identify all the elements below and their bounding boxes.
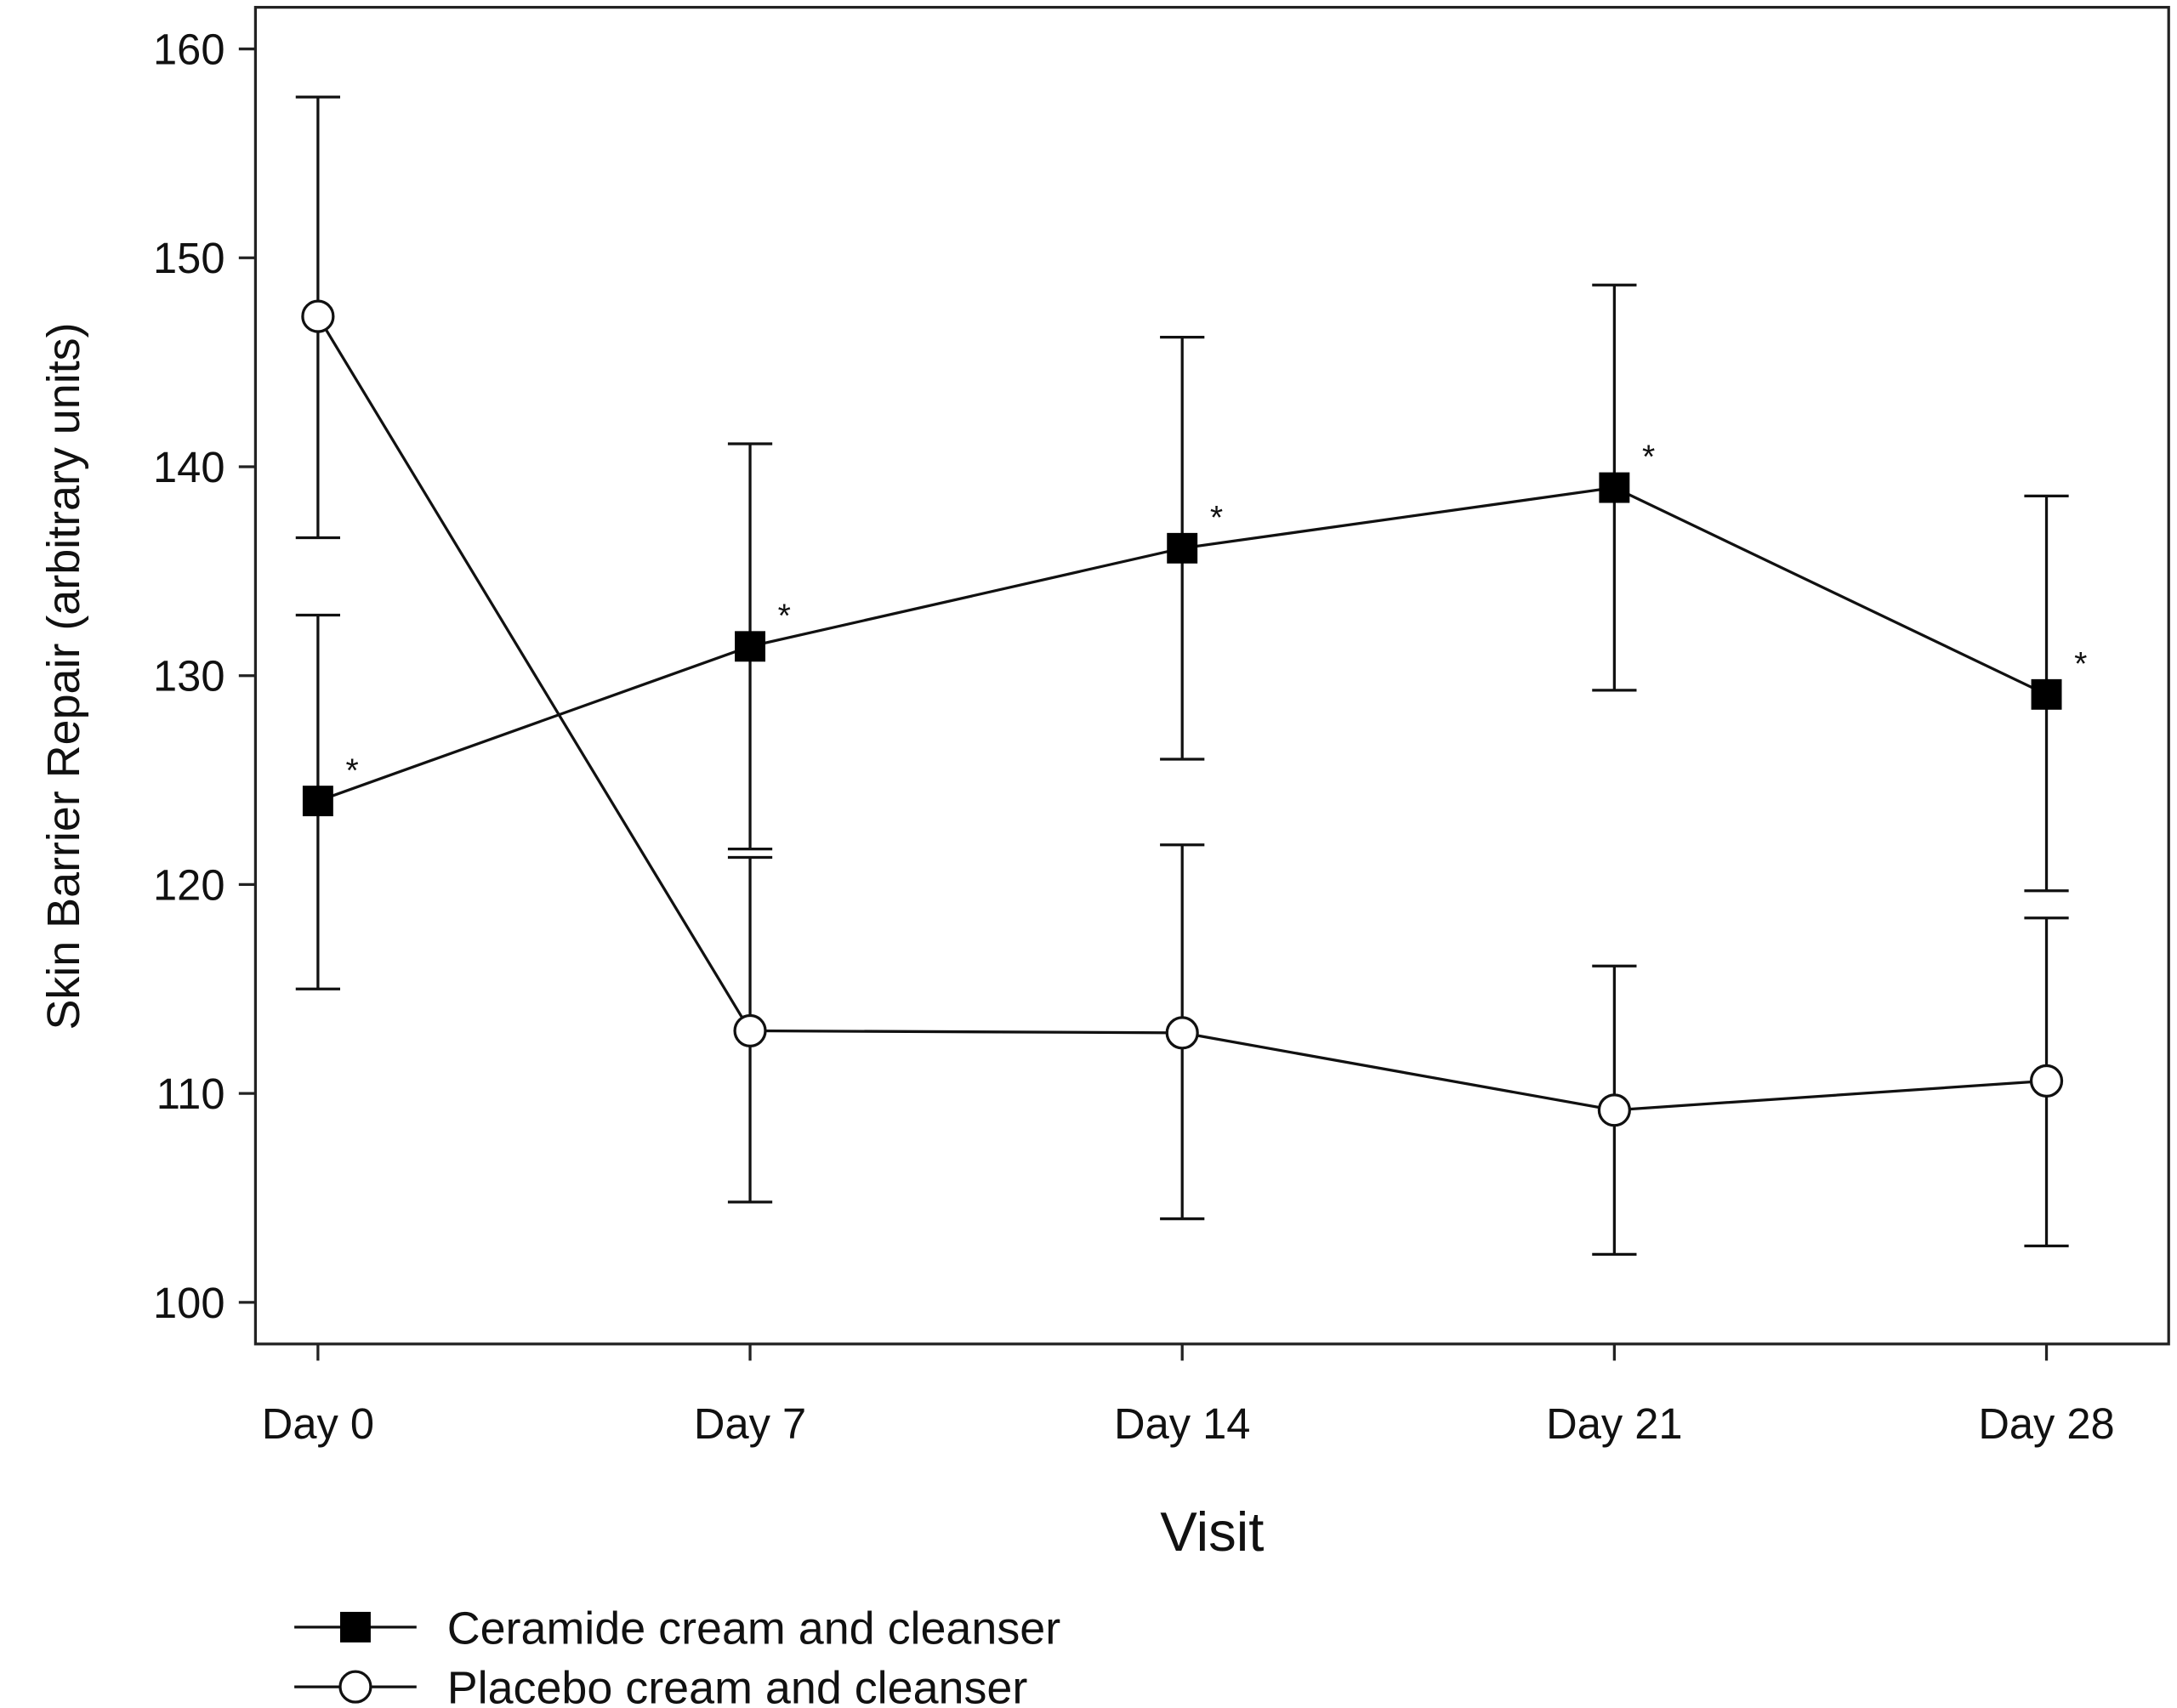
legend-label: Ceramide cream and cleanser xyxy=(447,1603,1061,1654)
significance-asterisk: * xyxy=(1210,500,1223,536)
significance-asterisk: * xyxy=(346,752,359,789)
data-point-circle xyxy=(733,1013,767,1048)
x-tick-label: Day 0 xyxy=(262,1399,374,1448)
plot-frame xyxy=(253,5,2170,1346)
y-tick-label: 110 xyxy=(156,1070,225,1118)
x-tick-label: Day 21 xyxy=(1546,1399,1682,1448)
data-point-square xyxy=(302,786,333,817)
data-point-square xyxy=(1167,532,1198,564)
x-tick-label: Day 7 xyxy=(694,1399,806,1448)
series-placebo xyxy=(295,95,2069,1256)
x-tick-label: Day 14 xyxy=(1114,1399,1250,1448)
legend-marker-square xyxy=(340,1611,371,1643)
x-tick-label: Day 28 xyxy=(1978,1399,2114,1448)
y-tick-label: 140 xyxy=(153,443,225,491)
data-point-square xyxy=(735,631,765,662)
significance-asterisk: * xyxy=(1642,440,1655,476)
y-tick-label: 130 xyxy=(153,652,225,701)
data-point-circle xyxy=(1165,1016,1199,1050)
legend: Ceramide cream and cleanser Placebo cream… xyxy=(294,1603,1060,1708)
data-point-circle xyxy=(2029,1064,2064,1098)
significance-asterisk: * xyxy=(2074,646,2087,683)
legend-marker-circle xyxy=(338,1670,372,1704)
y-tick-label: 100 xyxy=(153,1279,225,1327)
x-axis-label: Visit xyxy=(1160,1501,1264,1563)
y-axis-label: Skin Barrier Repair (arbitrary units) xyxy=(38,322,89,1030)
data-point-square xyxy=(1599,472,1630,503)
y-tick-label: 150 xyxy=(153,234,225,282)
y-tick-label: 120 xyxy=(153,860,225,909)
data-point-circle xyxy=(301,299,335,333)
significance-asterisk: * xyxy=(778,598,791,634)
y-tick-label: 160 xyxy=(153,26,225,74)
series-ceramide: * * * * * xyxy=(295,283,2087,990)
data-point-circle xyxy=(1597,1093,1631,1127)
data-point-square xyxy=(2031,678,2062,710)
legend-label: Placebo cream and cleanser xyxy=(447,1663,1028,1708)
